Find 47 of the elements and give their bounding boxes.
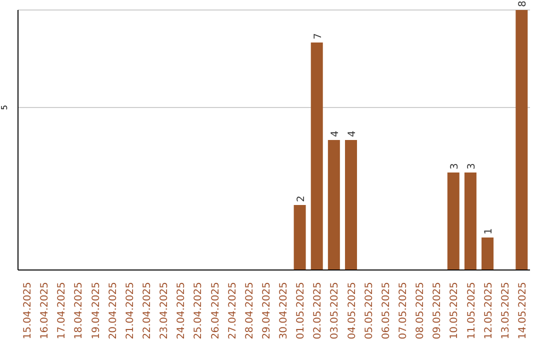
x-tick-label: 20.04.2025 — [108, 282, 119, 340]
data-label: 3 — [449, 163, 460, 170]
x-tick-label: 07.05.2025 — [398, 282, 409, 340]
bar — [344, 140, 357, 270]
x-tick-label: 29.04.2025 — [261, 282, 272, 340]
x-tick-label: 28.04.2025 — [244, 282, 256, 340]
x-tick-label: 10.05.2025 — [449, 282, 460, 340]
x-tick-label: 04.05.2025 — [346, 282, 358, 340]
x-tick-label: 15.04.2025 — [22, 282, 34, 340]
x-tick-label: 19.04.2025 — [90, 282, 102, 340]
x-tick-label: 13.05.2025 — [500, 282, 512, 340]
data-label: 7 — [312, 33, 324, 40]
bar — [464, 172, 476, 270]
x-tick-label: 25.04.2025 — [193, 282, 204, 340]
x-tick-label: 02.05.2025 — [312, 282, 324, 340]
x-tick-label: 03.05.2025 — [330, 282, 341, 340]
x-tick-label: 27.04.2025 — [227, 282, 238, 340]
x-tick-label: 30.04.2025 — [278, 282, 290, 340]
bar — [328, 140, 340, 270]
x-tick-label: 06.05.2025 — [380, 282, 392, 340]
x-tick-label: 18.04.2025 — [74, 282, 85, 340]
data-label: 4 — [346, 130, 358, 137]
x-tick-label: 12.05.2025 — [483, 282, 494, 340]
data-label: 2 — [296, 196, 307, 202]
bar — [516, 10, 528, 270]
data-label: 1 — [484, 228, 495, 234]
x-tick-label: 08.05.2025 — [415, 282, 426, 340]
x-tick-label: 11.05.2025 — [466, 282, 478, 340]
x-tick-label: 17.04.2025 — [56, 282, 68, 340]
x-tick-label: 24.04.2025 — [176, 282, 188, 340]
x-tick-label: 01.05.2025 — [296, 282, 307, 340]
data-label: 3 — [466, 163, 478, 170]
x-tick-label: 09.05.2025 — [432, 282, 444, 340]
y-tick-label: 5 — [0, 104, 9, 110]
x-tick-label: 16.04.2025 — [40, 282, 51, 340]
x-tick-label: 21.04.2025 — [124, 282, 136, 340]
x-tick-label: 14.05.2025 — [517, 282, 528, 340]
x-tick-label: 05.05.2025 — [364, 282, 375, 340]
x-tick-label: 26.04.2025 — [210, 282, 222, 340]
data-label: 8 — [518, 0, 529, 7]
bar — [482, 238, 494, 270]
bar — [294, 205, 306, 270]
bar — [310, 42, 323, 270]
x-tick-label: 22.04.2025 — [142, 282, 153, 340]
bar — [447, 172, 460, 270]
x-tick-label: 23.04.2025 — [159, 282, 170, 340]
data-label: 4 — [330, 130, 341, 137]
